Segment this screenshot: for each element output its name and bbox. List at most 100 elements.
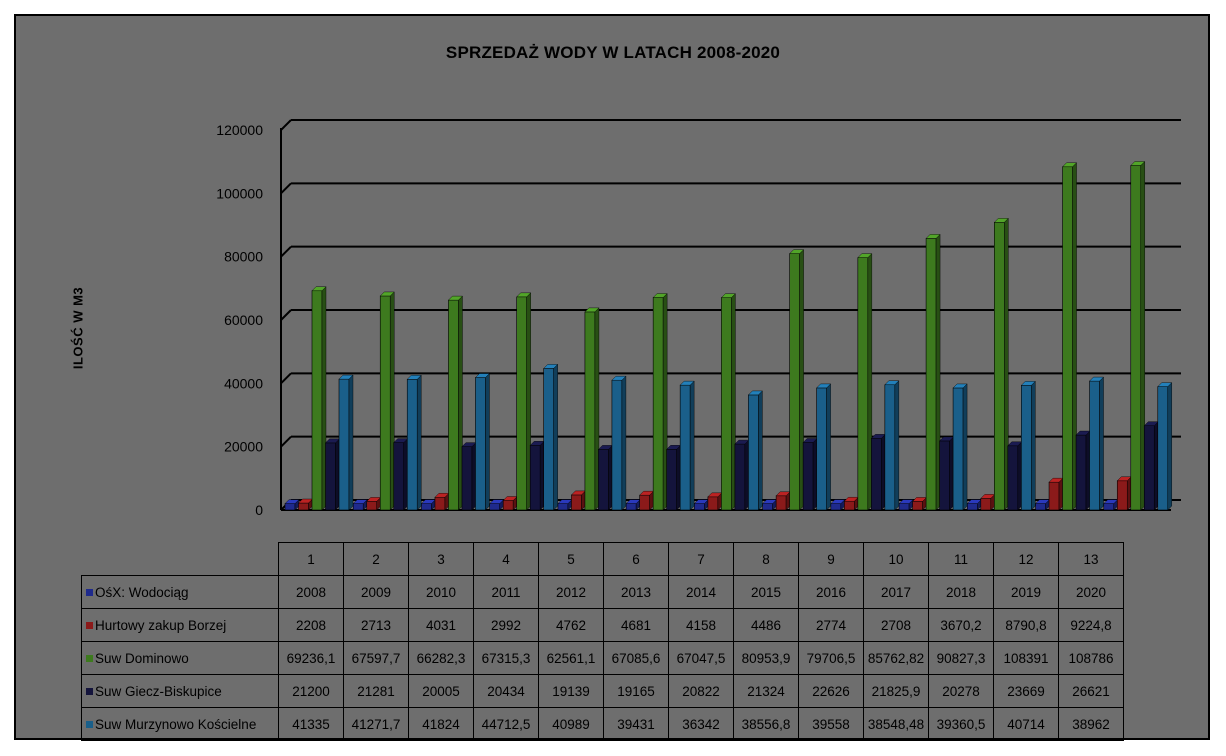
legend-swatch — [86, 622, 93, 630]
data-label: 67047,5 — [668, 641, 734, 675]
data-label: 4158 — [668, 608, 734, 642]
data-label: 66282,3 — [408, 641, 474, 675]
data-label: 2708 — [863, 608, 929, 642]
data-label: 20822 — [668, 674, 734, 708]
y-tick-label: 80000 — [224, 249, 263, 265]
gridline-depth — [280, 435, 292, 448]
data-label: 2008 — [278, 575, 344, 609]
data-label: 2019 — [993, 575, 1059, 609]
legend-swatch — [86, 589, 93, 597]
bar-3-2 — [461, 442, 477, 511]
bar-2-2 — [447, 295, 463, 511]
data-label: 38548,48 — [863, 707, 929, 741]
bar-4-3 — [543, 363, 559, 511]
x-tick-label: 7 — [668, 542, 734, 576]
y-axis-ticks: 0 20000 40000 60000 80000 100000 120000 — [216, 122, 263, 518]
series-name: Suw Murzynowo Kościelne — [95, 716, 257, 732]
bar-1-4 — [570, 490, 586, 511]
bar-3-0 — [325, 438, 340, 511]
bar-3-7 — [802, 437, 818, 511]
bar-4-9 — [952, 383, 968, 511]
bar-2-9 — [925, 233, 941, 511]
data-label: 2774 — [798, 608, 864, 642]
y-tick-label: 40000 — [224, 375, 263, 391]
data-label: 41824 — [408, 707, 474, 741]
data-label: 39558 — [798, 707, 864, 741]
data-label: 38962 — [1058, 707, 1124, 741]
bar-0-7 — [762, 499, 778, 511]
bar-0-6 — [693, 499, 709, 511]
data-label: 2992 — [473, 608, 539, 642]
bar-1-12 — [1116, 476, 1132, 511]
x-tick-label: 2 — [343, 542, 409, 576]
table-header-row: 1 2 3 4 5 6 7 8 9 10 11 12 13 — [81, 542, 1124, 576]
data-label: 2011 — [473, 575, 539, 609]
data-label: 20434 — [473, 674, 539, 708]
data-label: 21324 — [733, 674, 799, 708]
bar-0-2 — [420, 499, 436, 511]
bar-1-7 — [775, 491, 791, 511]
legend-entry: Suw Dominowo — [81, 641, 279, 675]
bar-2-10 — [993, 217, 1009, 511]
data-label: 2018 — [928, 575, 994, 609]
data-label: 4762 — [538, 608, 604, 642]
data-table: 1 2 3 4 5 6 7 8 9 10 11 12 13 OśX: Wodociąg 2008 2009 20… — [81, 542, 1124, 741]
data-label: 2015 — [733, 575, 799, 609]
bar-2-1 — [379, 291, 395, 511]
data-label: 41335 — [278, 707, 344, 741]
data-label: 20005 — [408, 674, 474, 708]
bar-4-6 — [747, 390, 763, 511]
x-tick-label: 11 — [928, 542, 994, 576]
bar-3-3 — [529, 440, 545, 511]
bar-2-11 — [1062, 162, 1078, 511]
gridline-depth — [280, 182, 292, 195]
bar-4-7 — [816, 383, 832, 511]
bar-1-11 — [1048, 477, 1064, 511]
bar-3-10 — [1007, 441, 1023, 511]
bar-0-4 — [557, 499, 573, 511]
data-label: 2017 — [863, 575, 929, 609]
bars — [284, 161, 1173, 511]
data-label: 39360,5 — [928, 707, 994, 741]
data-label: 4031 — [408, 608, 474, 642]
x-tick-label: 5 — [538, 542, 604, 576]
bar-1-8 — [843, 496, 859, 511]
data-label: 2713 — [343, 608, 409, 642]
bar-1-1 — [366, 496, 382, 511]
bar-2-8 — [857, 253, 873, 511]
bar-3-12 — [1143, 421, 1159, 511]
data-label: 4486 — [733, 608, 799, 642]
data-label: 2009 — [343, 575, 409, 609]
bar-3-6 — [734, 439, 750, 511]
data-label: 108391 — [993, 641, 1059, 675]
bar-4-4 — [611, 375, 627, 511]
bar-3-8 — [870, 433, 886, 511]
data-label: 2020 — [1058, 575, 1124, 609]
data-label: 21281 — [343, 674, 409, 708]
gridline-depth — [280, 245, 292, 258]
bar-2-0 — [311, 286, 327, 511]
data-label: 8790,8 — [993, 608, 1059, 642]
data-label: 23669 — [993, 674, 1059, 708]
x-tick-label: 9 — [798, 542, 864, 576]
legend-entry: Suw Giecz-Biskupice — [81, 674, 279, 708]
y-tick-label: 60000 — [224, 312, 263, 328]
bar-3-5 — [666, 444, 682, 511]
bar-0-8 — [830, 499, 846, 511]
data-label: 67597,7 — [343, 641, 409, 675]
data-label: 108786 — [1058, 641, 1124, 675]
data-label: 26621 — [1058, 674, 1124, 708]
bar-0-12 — [1103, 499, 1119, 511]
data-label: 36342 — [668, 707, 734, 741]
data-label: 21200 — [278, 674, 344, 708]
data-label: 19165 — [603, 674, 669, 708]
series-name: OśX: Wodociąg — [95, 584, 189, 600]
gridline-depth — [280, 309, 292, 321]
x-tick-label: 4 — [473, 542, 539, 576]
bar-4-0 — [338, 374, 354, 511]
bar-2-5 — [652, 293, 668, 511]
series-name: Suw Giecz-Biskupice — [95, 683, 222, 699]
bar-4-8 — [884, 380, 900, 511]
legend-entry: OśX: Wodociąg — [81, 575, 279, 609]
data-label: 2016 — [798, 575, 864, 609]
